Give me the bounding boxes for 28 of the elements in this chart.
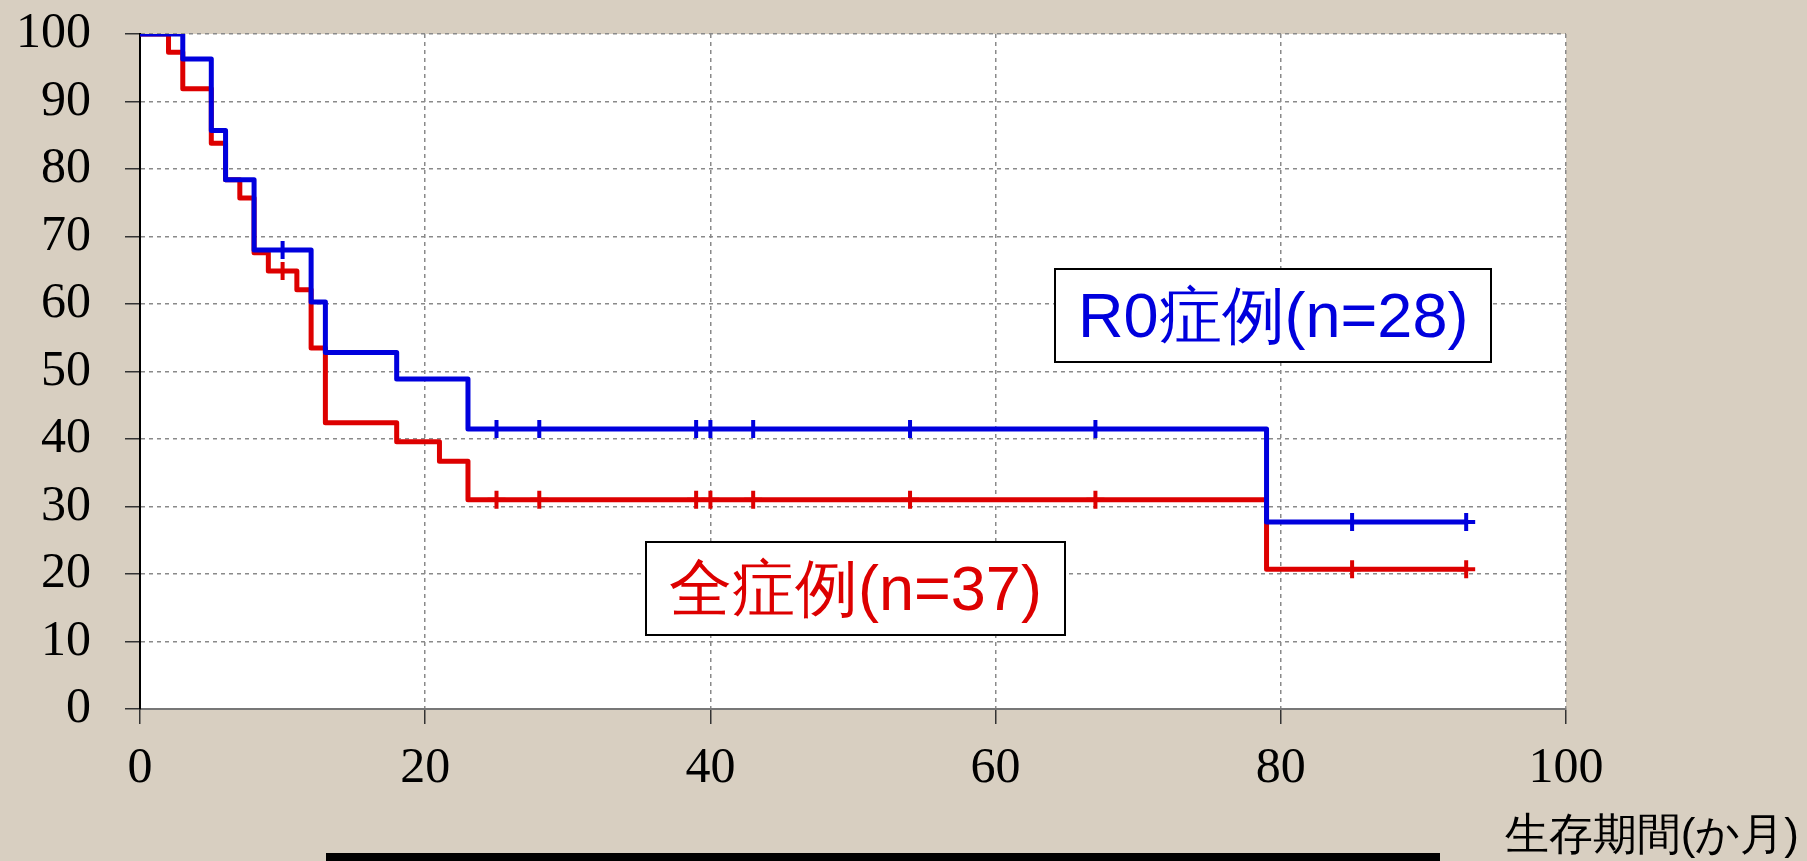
point	[1084, 488, 1107, 511]
x-tick-label: 100	[1528, 737, 1604, 794]
y-tick-label: 20	[41, 542, 91, 599]
point	[699, 488, 722, 511]
x-tick-label: 60	[970, 737, 1021, 794]
point	[742, 488, 765, 511]
y-tick-label: 30	[41, 474, 91, 531]
point	[485, 488, 508, 511]
series-label: R0症例(n=28)	[1054, 268, 1493, 363]
x-tick-label: 40	[685, 737, 736, 794]
y-tick-label: 50	[41, 339, 91, 396]
y-tick-label: 10	[41, 609, 91, 666]
series-label: 全症例(n=37)	[645, 541, 1066, 636]
point	[899, 488, 922, 511]
point	[528, 488, 551, 511]
x-tick-label: 20	[400, 737, 451, 794]
y-tick-label: 70	[41, 204, 91, 261]
y-tick-label: 60	[41, 272, 91, 329]
point	[1455, 558, 1478, 581]
x-tick-label: 0	[127, 737, 153, 794]
y-tick-label: 90	[41, 69, 91, 126]
y-tick-label: 40	[41, 407, 91, 464]
y-tick-label: 100	[16, 2, 91, 59]
x-axis-title: 生存期間(か月)	[1504, 808, 1799, 860]
y-tick-label: 0	[66, 677, 91, 734]
y-tick-label: 80	[41, 137, 91, 194]
point	[1341, 558, 1364, 581]
x-tick-label: 80	[1255, 737, 1306, 794]
